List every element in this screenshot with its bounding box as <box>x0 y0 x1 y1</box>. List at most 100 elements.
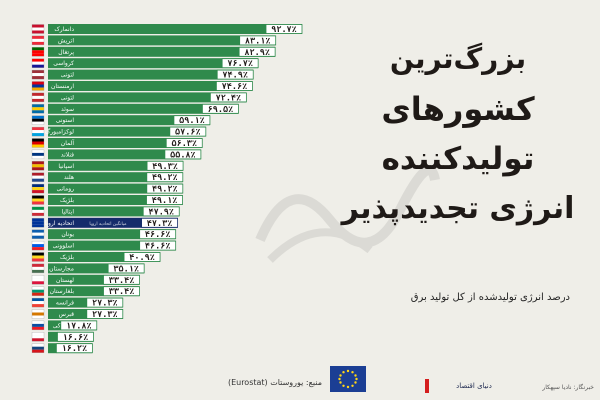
value-box <box>215 81 253 91</box>
value-label: ۱۶.۲٪ <box>62 344 88 354</box>
page-title: بزرگ‌ترین کشورهای تولیدکننده انرژی تجدید… <box>338 34 578 234</box>
country-label: اسپانیا <box>58 163 74 170</box>
value-box <box>146 172 184 183</box>
value-box <box>139 229 177 240</box>
value-label: ۳۳.۴٪ <box>109 287 135 297</box>
decorative-watermark <box>255 165 440 263</box>
value-label: ۷۲.۴٪ <box>216 93 242 103</box>
value-box <box>265 24 303 34</box>
value-label: ۴۹.۲٪ <box>152 185 178 195</box>
country-label: لوکزامبورگ <box>45 127 74 136</box>
value-label: ۱۷.۸٪ <box>66 321 92 331</box>
bar <box>48 46 276 57</box>
bar <box>48 92 247 103</box>
value-box <box>146 160 184 171</box>
country-flag-icon <box>31 252 45 262</box>
value-label: ۲۷.۳٪ <box>92 310 118 320</box>
value-box <box>103 286 140 297</box>
bar <box>48 160 184 171</box>
country-label: اتریش <box>58 37 74 44</box>
country-flag-icon <box>31 309 45 319</box>
value-box <box>209 92 247 103</box>
country-flag-icon <box>31 240 45 251</box>
value-box <box>146 183 184 194</box>
value-box <box>107 263 145 274</box>
country-flag-icon <box>31 104 45 114</box>
value-box <box>202 103 239 114</box>
country-flag-icon <box>31 172 45 182</box>
value-label: ۴۷.۳٪ <box>147 219 173 229</box>
country-flag-icon <box>31 286 45 296</box>
country-flag-icon <box>31 81 45 91</box>
country-label: کرواسی <box>53 60 74 67</box>
value-box <box>86 309 124 319</box>
value-box <box>221 58 259 69</box>
bar <box>48 24 302 34</box>
value-box <box>139 240 177 251</box>
bar <box>48 195 183 205</box>
value-label: ۴۰.۹٪ <box>129 253 155 263</box>
bar <box>48 252 161 262</box>
bar <box>48 217 178 228</box>
value-label: ۸۳.۱٪ <box>245 36 271 46</box>
bar <box>48 35 276 46</box>
value-label: ۴۷.۹٪ <box>148 207 174 217</box>
value-box <box>173 115 211 126</box>
eu-average-label: میانگین اتحادیه اروپا <box>89 220 127 227</box>
country-flag-icon <box>31 332 45 342</box>
country-flag-icon <box>31 343 45 353</box>
value-box <box>57 331 94 342</box>
bar <box>48 263 145 274</box>
value-label: ۵۵.۸٪ <box>170 150 196 160</box>
country-label: لهستان <box>56 277 74 284</box>
country-label: استونی <box>56 117 75 124</box>
value-label: ۴۶.۶٪ <box>145 230 171 240</box>
country-flag-icon <box>31 35 45 46</box>
value-label: ۷۴.۹٪ <box>222 71 248 81</box>
country-label: بلغارستان <box>50 288 75 295</box>
country-flag-icon <box>31 138 45 148</box>
bar <box>48 206 180 217</box>
country-label: آلمان <box>61 138 75 147</box>
country-flag-icon <box>31 149 45 160</box>
bar <box>48 183 183 194</box>
value-label: ۳۳.۴٪ <box>109 276 135 286</box>
value-box <box>238 46 276 57</box>
bar <box>48 229 176 240</box>
value-box <box>239 35 277 46</box>
country-flag-icon <box>31 58 45 68</box>
bar <box>48 297 123 308</box>
value-label: ۵۹.۱٪ <box>179 116 205 126</box>
value-label: ۵۷.۶٪ <box>175 128 201 138</box>
bar <box>48 172 183 183</box>
source-note: منبع: یوروستات (Eurostat) <box>227 378 322 387</box>
country-flag-icon <box>31 92 45 103</box>
country-label: رومانی <box>56 186 74 193</box>
country-flag-icon <box>31 263 45 274</box>
value-box <box>164 149 202 160</box>
country-label: بلژیک <box>60 254 74 261</box>
bar <box>48 115 210 126</box>
country-label: اتحادیه اروپا <box>45 220 75 227</box>
country-label: مجارستان <box>49 265 74 272</box>
country-label: فنلاند <box>61 151 74 158</box>
value-box <box>60 320 98 331</box>
value-label: ۷۴.۶٪ <box>222 82 248 92</box>
bar <box>48 286 140 297</box>
country-flag-icon <box>31 229 45 239</box>
value-box <box>146 195 183 205</box>
country-flag-icon <box>31 161 45 171</box>
value-box <box>103 274 140 285</box>
country-flag-icon <box>31 24 45 34</box>
value-box <box>169 126 207 137</box>
title-line-4: انرژی تجدیدپذیر <box>341 191 575 226</box>
value-label: ۴۹.۱٪ <box>152 196 178 206</box>
country-flag-icon <box>31 195 45 205</box>
country-flag-icon <box>31 218 45 228</box>
value-box <box>123 252 161 262</box>
country-label: بلژیک <box>60 197 74 204</box>
value-box <box>141 217 179 228</box>
country-flag-icon <box>31 320 45 331</box>
